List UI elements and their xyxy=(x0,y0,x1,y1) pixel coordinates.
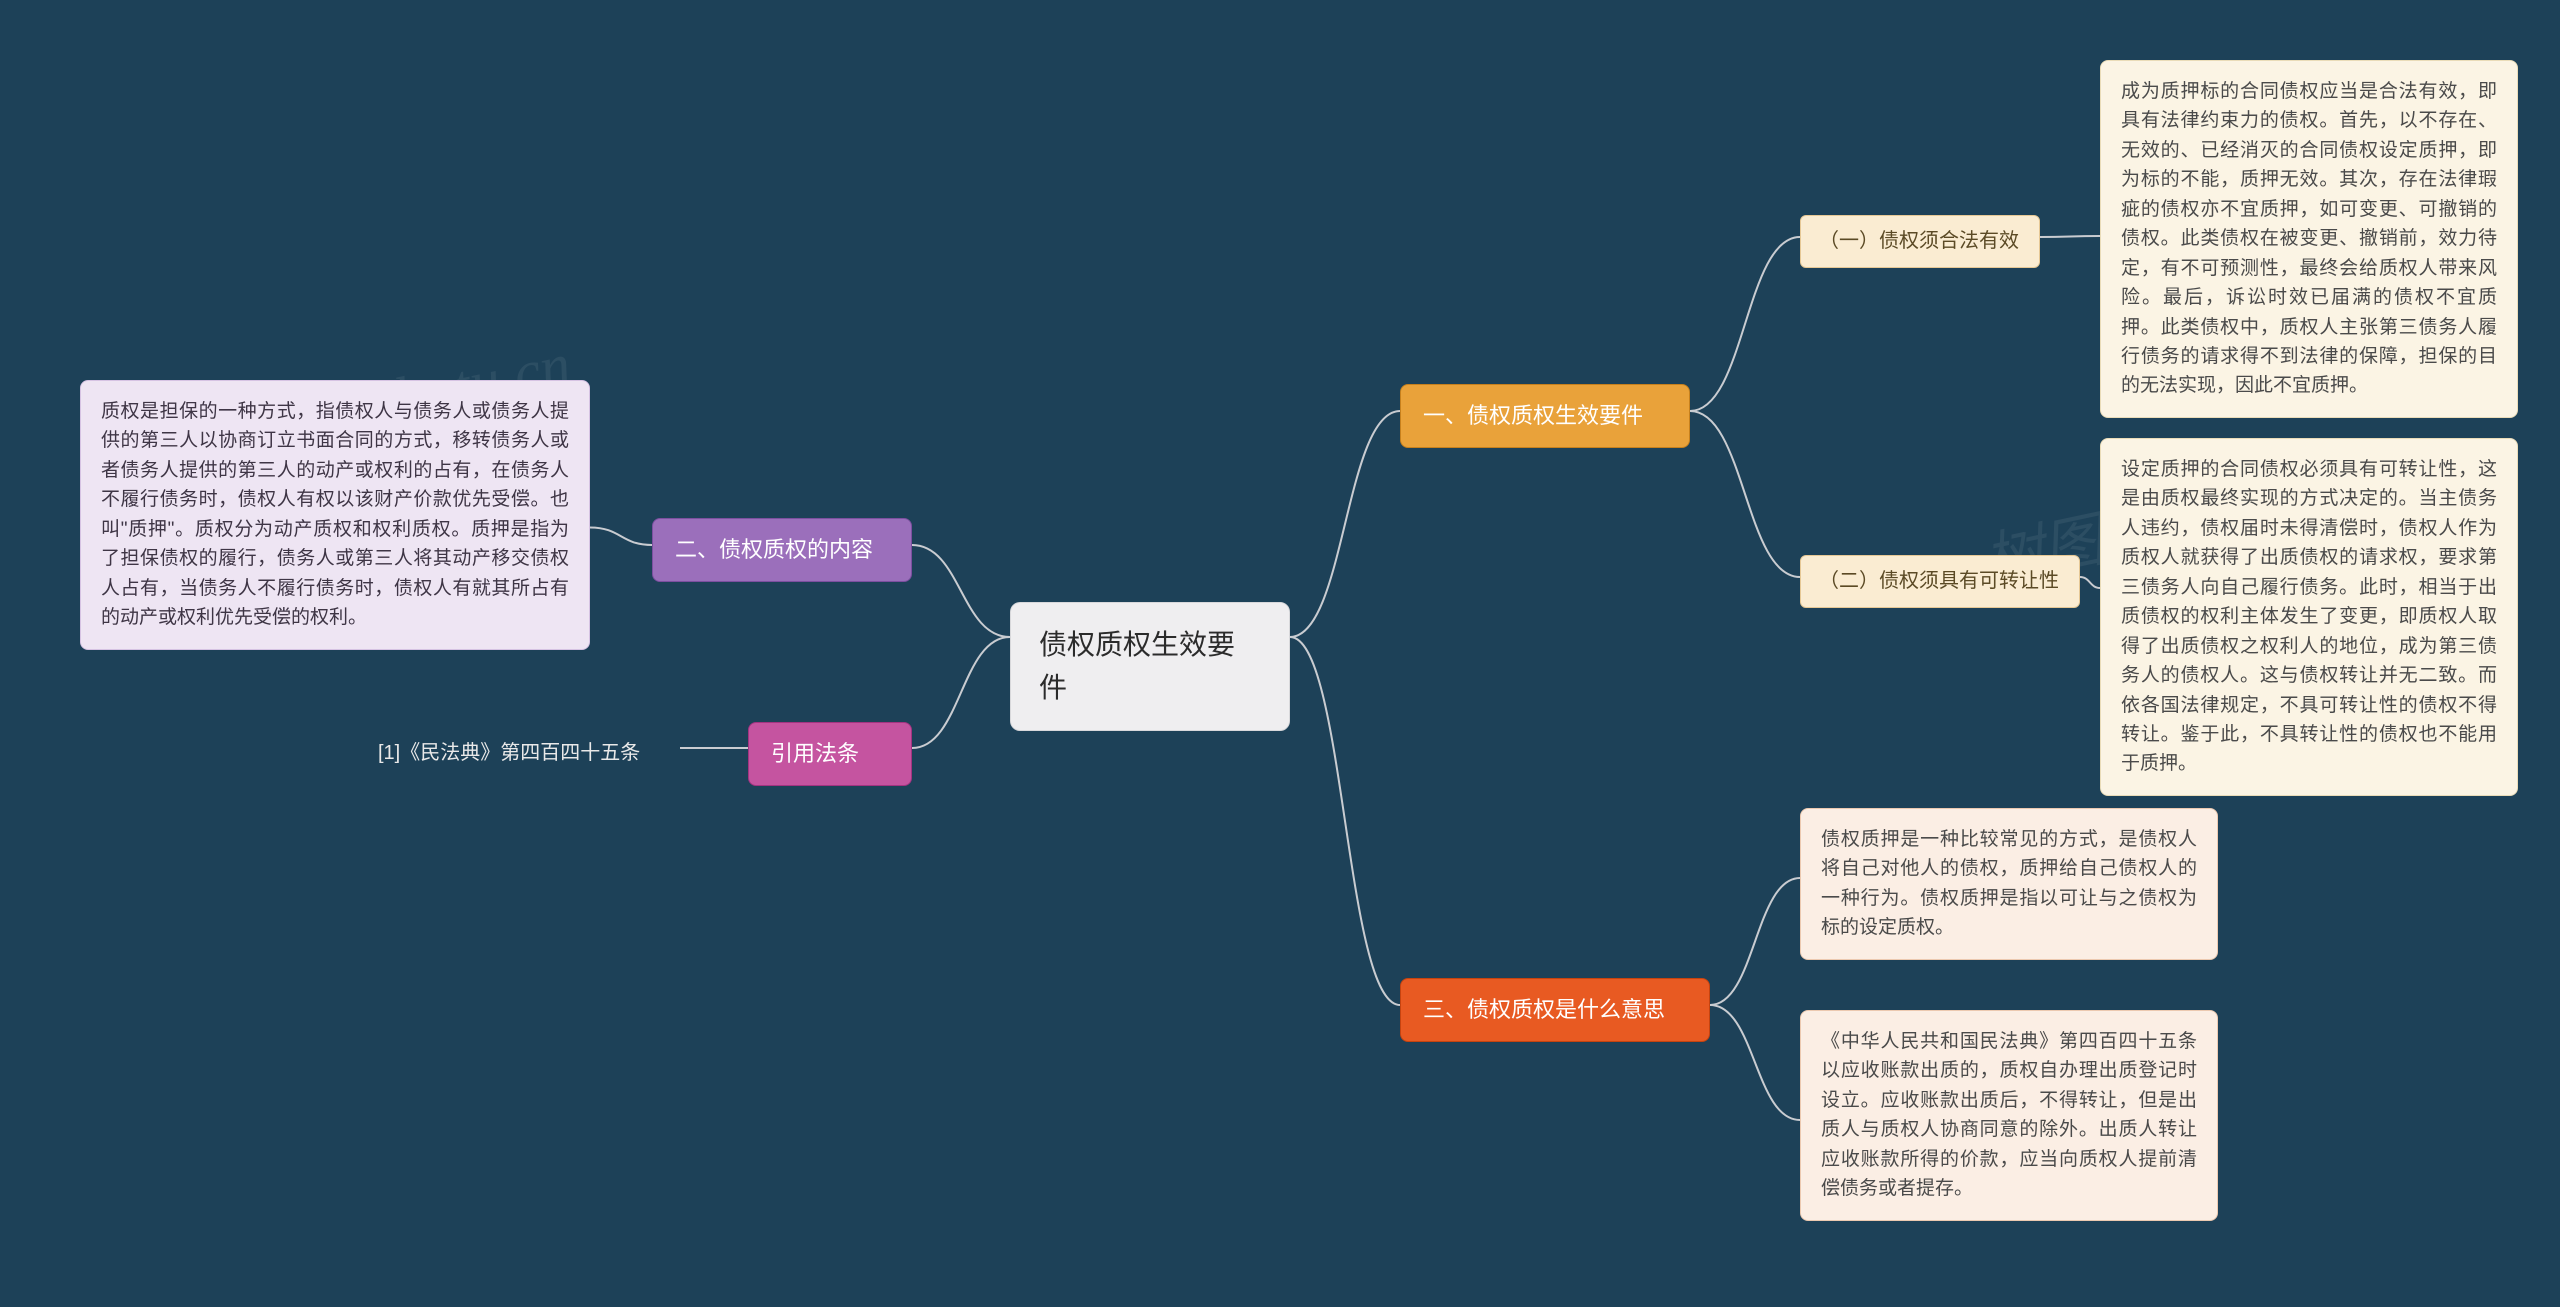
node-b1s2l: 设定质押的合同债权必须具有可转让性，这是由质权最终实现的方式决定的。当主债务人违… xyxy=(2100,438,2518,796)
node-b1s1l: 成为质押标的合同债权应当是合法有效，即具有法律约束力的债权。首先，以不存在、无效… xyxy=(2100,60,2518,418)
node-b2: 二、债权质权的内容 xyxy=(652,518,912,582)
node-root: 债权质权生效要件 xyxy=(1010,602,1290,731)
node-b3: 三、债权质权是什么意思 xyxy=(1400,978,1710,1042)
node-b1: 一、债权质权生效要件 xyxy=(1400,384,1690,448)
node-b3l1: 债权质押是一种比较常见的方式，是债权人将自己对他人的债权，质押给自己债权人的一种… xyxy=(1800,808,2218,960)
node-b3l2: 《中华人民共和国民法典》第四百四十五条以应收账款出质的，质权自办理出质登记时设立… xyxy=(1800,1010,2218,1221)
node-b4: 引用法条 xyxy=(748,722,912,786)
mindmap-canvas: shutu.cn树图 shutu.cn债权质权生效要件一、债权质权生效要件（一）… xyxy=(0,0,2560,1307)
node-b1s1: （一）债权须合法有效 xyxy=(1800,215,2040,268)
node-b1s2: （二）债权须具有可转让性 xyxy=(1800,555,2080,608)
node-b4l: [1]《民法典》第四百四十五条 xyxy=(360,728,680,779)
node-b2l: 质权是担保的一种方式，指债权人与债务人或债务人提供的第三人以协商订立书面合同的方… xyxy=(80,380,590,650)
